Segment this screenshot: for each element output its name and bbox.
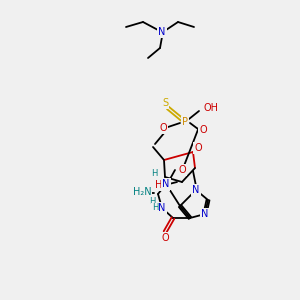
Text: O: O [159, 123, 167, 133]
Text: P: P [182, 117, 188, 127]
Text: N: N [162, 179, 170, 189]
Text: O: O [178, 165, 186, 175]
Text: N: N [158, 27, 166, 37]
Text: H: H [151, 169, 157, 178]
Text: N: N [158, 203, 166, 213]
Text: O: O [161, 233, 169, 243]
Text: O: O [199, 125, 207, 135]
Text: N: N [201, 209, 209, 219]
Text: H: H [152, 203, 158, 212]
Text: N: N [192, 185, 200, 195]
Text: S: S [162, 98, 168, 108]
Text: H₂N: H₂N [133, 187, 151, 197]
Text: OH: OH [203, 103, 218, 113]
Text: HO: HO [154, 180, 169, 190]
Text: H: H [149, 197, 155, 206]
Text: O: O [194, 143, 202, 153]
